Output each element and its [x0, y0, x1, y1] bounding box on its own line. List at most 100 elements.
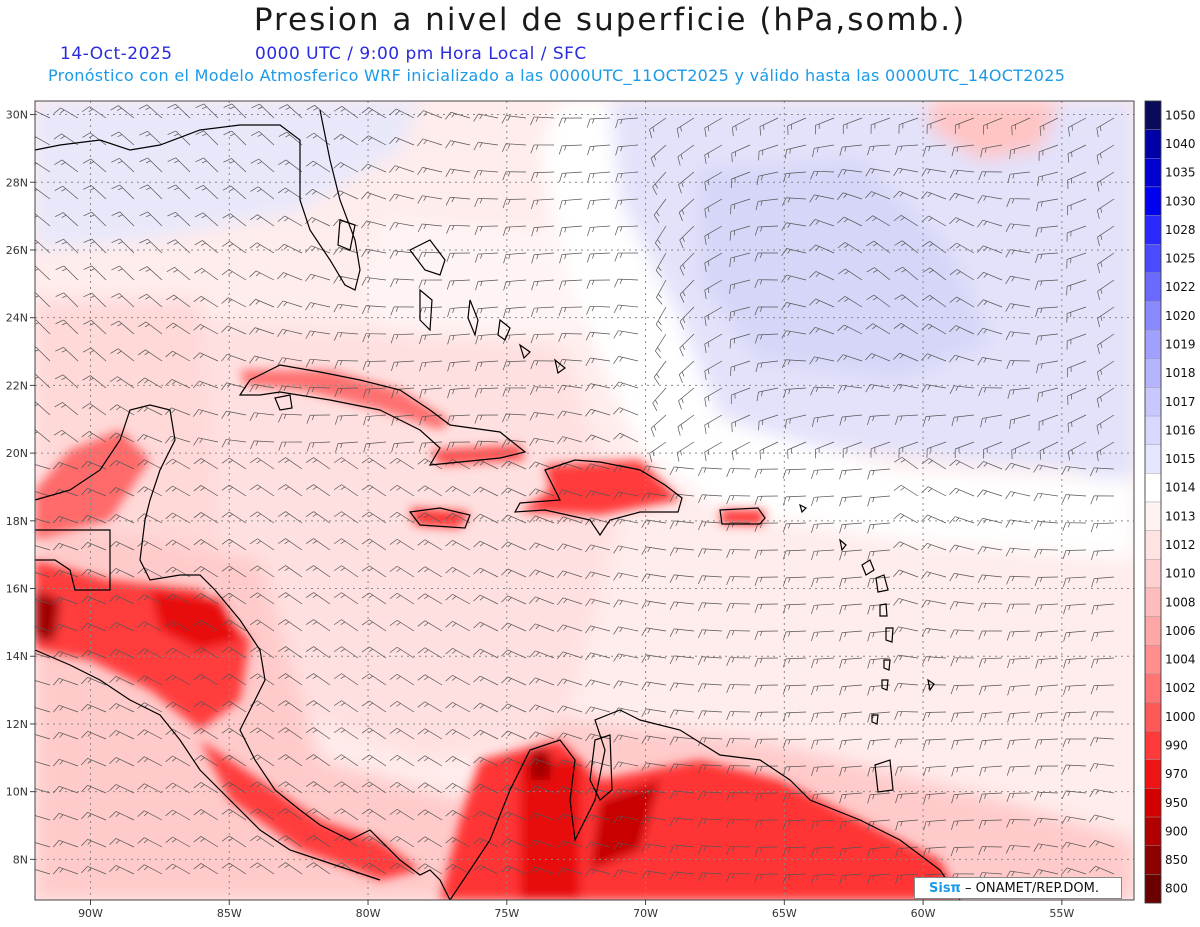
wind-barb [333, 457, 359, 470]
trinidad [874, 759, 894, 793]
wind-barb [305, 727, 331, 740]
wind-barb [669, 790, 695, 800]
colorbar-label: 850 [1165, 853, 1188, 867]
wind-barb [53, 677, 79, 686]
wind-barb [503, 252, 527, 264]
wind-barb [756, 171, 779, 186]
wind-barb [165, 322, 191, 335]
wind-barb [781, 274, 807, 283]
wind-barb [698, 521, 723, 531]
wind-barb [165, 755, 191, 767]
wind-barb [167, 184, 191, 200]
wind-barb [1062, 738, 1087, 748]
wind-barb [754, 792, 779, 802]
wind-barb [389, 592, 415, 605]
wind-barb [137, 837, 163, 848]
wind-barb [139, 211, 163, 227]
wind-barb [167, 130, 191, 146]
wind-barb [977, 546, 1003, 555]
wind-barb [417, 836, 443, 848]
valid-time: 0000 UTC / 9:00 pm Hora Local / SFC [255, 44, 587, 64]
wind-barb [531, 306, 555, 317]
wind-barb [109, 595, 135, 605]
wind-barb [109, 487, 135, 497]
wind-barb [1006, 792, 1031, 802]
wind-barb [698, 710, 723, 720]
wind-barb [138, 293, 163, 308]
wind-barb [726, 603, 751, 613]
wind-barb [867, 711, 891, 723]
wind-barb [558, 117, 583, 127]
wind-barb [249, 565, 275, 578]
wind-barb [333, 303, 359, 313]
plot-frame [34, 100, 1135, 901]
wind-barb [782, 846, 807, 857]
wind-barb [529, 650, 555, 659]
wind-barb [865, 323, 891, 335]
wind-barb [923, 144, 947, 156]
wind-barb [445, 168, 471, 177]
wind-barb [1006, 198, 1031, 208]
wind-barb [1068, 441, 1087, 461]
wind-barb [277, 592, 303, 605]
wind-barb [1011, 441, 1031, 460]
lat-label: 10N [6, 786, 28, 799]
wind-barb [1062, 522, 1087, 532]
wind-barb [558, 144, 583, 155]
wind-barb [1034, 738, 1059, 749]
wind-barb [165, 863, 191, 875]
wind-barb [754, 873, 779, 883]
wind-barb [754, 765, 779, 775]
wind-barb [417, 138, 443, 147]
wind-barb [473, 702, 499, 713]
wind-barb [1097, 333, 1115, 355]
wind-barb [81, 839, 107, 848]
wind-barb [363, 387, 387, 398]
wind-barb [445, 196, 471, 206]
wind-barb [842, 441, 863, 458]
wind-barb [979, 684, 1003, 696]
wind-barb [137, 648, 163, 659]
colorbar-swatch [1144, 244, 1162, 274]
credit-box: Sisπ – ONAMET/REP.DOM. [914, 877, 1122, 899]
wind-barb [755, 360, 779, 373]
wind-barb [731, 414, 751, 433]
wind-barb [529, 866, 555, 875]
wind-barb [53, 758, 79, 767]
wind-barb [445, 756, 471, 767]
wind-barb [81, 677, 107, 686]
wind-barb [277, 835, 303, 848]
wind-barb [893, 683, 919, 692]
wind-barb [1096, 171, 1115, 192]
wind-barb [531, 279, 555, 291]
wind-barb [615, 171, 639, 183]
wind-barb [530, 144, 555, 154]
wind-barb [55, 292, 79, 308]
wind-barb [811, 711, 835, 723]
wind-barb [839, 576, 863, 588]
wind-barb [785, 144, 807, 159]
wind-barb [305, 538, 331, 551]
wind-barb [1061, 790, 1087, 800]
wind-barb [503, 306, 527, 318]
wind-barb [445, 729, 471, 740]
wind-barb [389, 835, 415, 848]
wind-barb [704, 414, 723, 434]
wind-barb [194, 240, 219, 254]
colorbar-swatch [1144, 272, 1162, 302]
wind-barb [655, 252, 667, 278]
wind-barb [389, 222, 415, 231]
wind-barb [249, 862, 275, 875]
wind-barb [111, 238, 135, 254]
wind-barb [559, 252, 583, 264]
wind-barb [249, 619, 275, 632]
wind-barb [923, 765, 947, 777]
wind-barb [222, 185, 247, 200]
wind-barb [782, 765, 807, 776]
wind-barb [418, 251, 443, 261]
wind-barb [585, 841, 611, 850]
wind-barb [1061, 466, 1087, 475]
wind-barb [249, 270, 275, 281]
wind-barb [895, 414, 919, 425]
wind-barb [809, 327, 835, 335]
